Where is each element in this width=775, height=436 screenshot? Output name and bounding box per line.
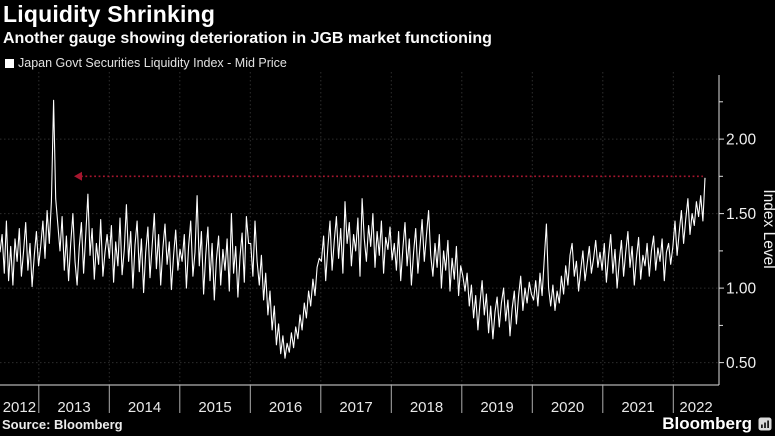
bloomberg-branding: Bloomberg [662,414,772,434]
svg-text:1.00: 1.00 [726,281,757,298]
chart-legend: Japan Govt Securities Liquidity Index - … [5,56,287,70]
legend-swatch-square-icon [5,58,14,68]
svg-text:2016: 2016 [269,399,302,416]
bloomberg-terminal-icon [758,417,772,431]
svg-text:0.50: 0.50 [726,355,757,372]
svg-text:2018: 2018 [410,399,443,416]
svg-text:2022: 2022 [679,399,712,416]
svg-text:1.50: 1.50 [726,206,757,223]
arrowhead-left-icon [74,171,82,181]
svg-text:2019: 2019 [480,399,513,416]
svg-text:2012: 2012 [3,399,36,416]
gridlines [0,72,719,385]
bloomberg-wordmark: Bloomberg [662,414,752,433]
x-axis-ticks: 2012 2013 2014 2015 2016 2017 2018 2019 2020 2021… [3,385,713,416]
liquidity-index-series-line [0,99,706,359]
svg-text:2013: 2013 [57,399,90,416]
peak-level-arrow-annotation [74,171,703,181]
chart-title: Liquidity Shrinking [3,1,216,27]
axes [0,75,720,386]
y-axis-ticks: 0.50 1.00 1.50 2.00 [719,101,757,372]
svg-text:2014: 2014 [128,399,161,416]
svg-text:2021: 2021 [621,399,654,416]
chart-subtitle: Another gauge showing deterioration in J… [3,30,492,47]
svg-text:2017: 2017 [339,399,372,416]
y-axis-title: Index Level [760,189,775,268]
legend-label: Japan Govt Securities Liquidity Index - … [18,56,287,70]
svg-text:2015: 2015 [198,399,231,416]
svg-text:2.00: 2.00 [726,132,757,149]
source-attribution: Source: Bloomberg [2,417,123,432]
svg-text:2020: 2020 [551,399,584,416]
